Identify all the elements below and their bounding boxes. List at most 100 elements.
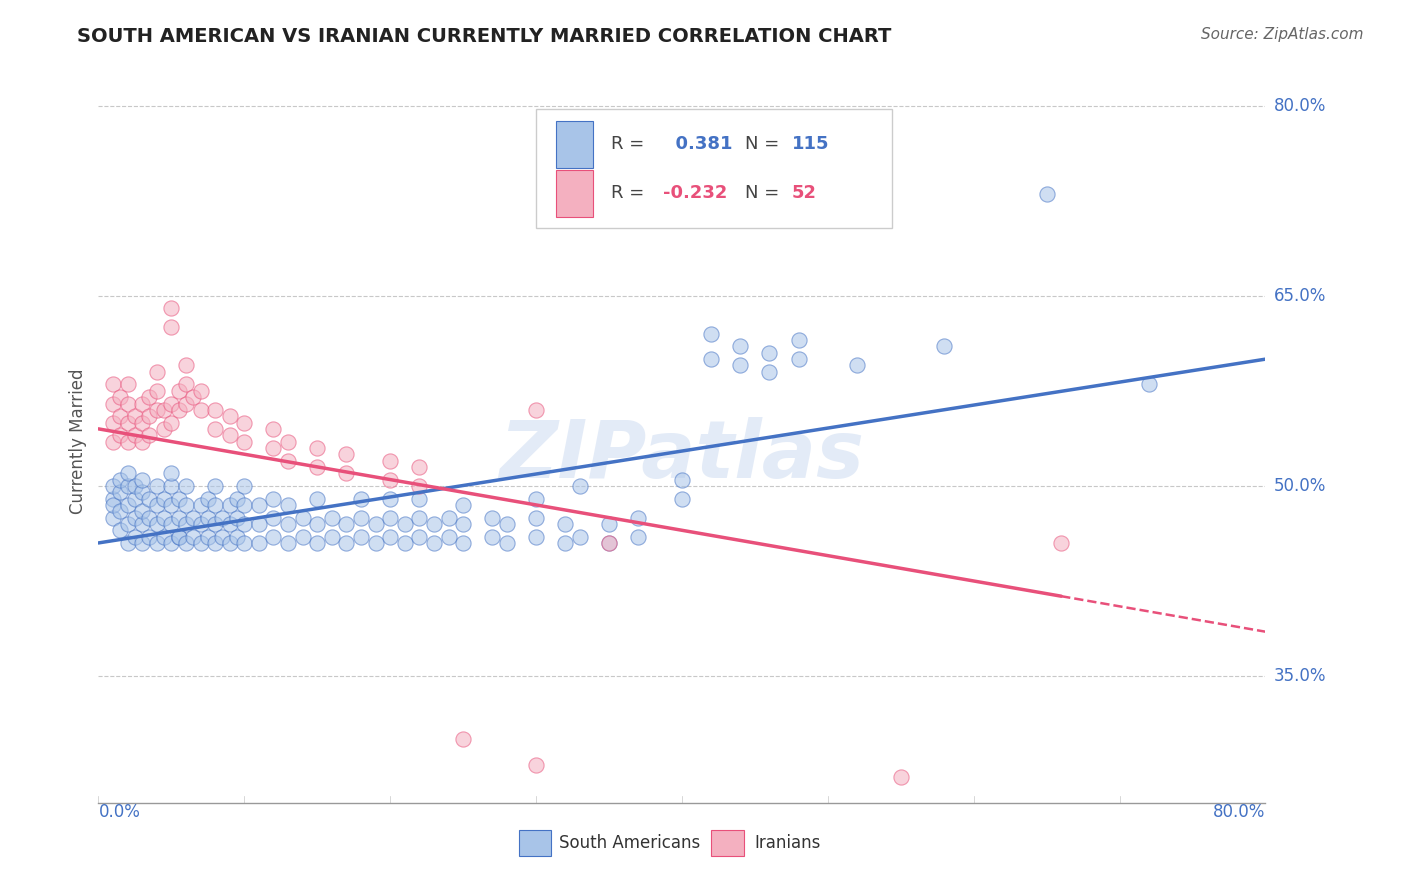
Point bbox=[554, 536, 576, 550]
Point bbox=[233, 416, 256, 430]
Point bbox=[321, 530, 343, 544]
Point bbox=[204, 422, 226, 436]
Point bbox=[110, 390, 132, 404]
Point bbox=[131, 416, 153, 430]
Point bbox=[321, 510, 343, 524]
Point bbox=[181, 530, 204, 544]
Text: 35.0%: 35.0% bbox=[1274, 667, 1326, 685]
Point bbox=[350, 510, 373, 524]
Point bbox=[262, 491, 284, 506]
Point bbox=[153, 530, 176, 544]
Point bbox=[110, 428, 132, 442]
Text: 0.381: 0.381 bbox=[664, 136, 733, 153]
Point bbox=[524, 491, 547, 506]
Point bbox=[730, 339, 752, 353]
Point bbox=[167, 530, 190, 544]
Point bbox=[110, 485, 132, 500]
Point bbox=[204, 498, 226, 512]
Point bbox=[277, 434, 299, 449]
Point bbox=[307, 491, 329, 506]
Point bbox=[110, 409, 132, 424]
Point bbox=[524, 757, 547, 772]
Point bbox=[124, 428, 146, 442]
Point bbox=[700, 352, 723, 367]
Point bbox=[101, 479, 124, 493]
Point bbox=[160, 479, 183, 493]
Point bbox=[291, 510, 314, 524]
Point bbox=[671, 491, 693, 506]
Point bbox=[598, 536, 620, 550]
Point bbox=[627, 530, 650, 544]
Point bbox=[131, 434, 153, 449]
Point bbox=[117, 498, 139, 512]
Text: R =: R = bbox=[610, 136, 644, 153]
Point bbox=[181, 510, 204, 524]
Point bbox=[138, 491, 160, 506]
Point bbox=[262, 422, 284, 436]
Point bbox=[1050, 536, 1073, 550]
Point bbox=[598, 516, 620, 531]
Point bbox=[117, 479, 139, 493]
Point bbox=[146, 365, 169, 379]
Text: Source: ZipAtlas.com: Source: ZipAtlas.com bbox=[1201, 27, 1364, 42]
Point bbox=[226, 510, 249, 524]
Point bbox=[233, 479, 256, 493]
Point bbox=[160, 536, 183, 550]
Text: 52: 52 bbox=[792, 185, 817, 202]
Point bbox=[204, 402, 226, 417]
Point bbox=[671, 473, 693, 487]
Point bbox=[110, 473, 132, 487]
Text: R =: R = bbox=[610, 185, 644, 202]
Point bbox=[153, 510, 176, 524]
Point bbox=[101, 396, 124, 410]
Point bbox=[190, 402, 212, 417]
Text: 0.0%: 0.0% bbox=[98, 803, 141, 821]
Point bbox=[181, 390, 204, 404]
Point bbox=[394, 536, 416, 550]
FancyBboxPatch shape bbox=[711, 830, 744, 855]
Point bbox=[101, 510, 124, 524]
Point bbox=[598, 536, 620, 550]
Point bbox=[167, 402, 190, 417]
Point bbox=[335, 447, 357, 461]
Point bbox=[247, 536, 270, 550]
Point bbox=[131, 485, 153, 500]
Text: ZIPatlas: ZIPatlas bbox=[499, 417, 865, 495]
Point bbox=[190, 498, 212, 512]
Point bbox=[218, 536, 240, 550]
Point bbox=[146, 516, 169, 531]
Point bbox=[160, 498, 183, 512]
Point bbox=[138, 390, 160, 404]
FancyBboxPatch shape bbox=[536, 109, 891, 228]
Point bbox=[758, 346, 780, 360]
Point bbox=[226, 491, 249, 506]
Point bbox=[364, 516, 387, 531]
Point bbox=[146, 536, 169, 550]
Point bbox=[437, 530, 460, 544]
Point bbox=[758, 365, 780, 379]
Point bbox=[101, 416, 124, 430]
Point bbox=[160, 516, 183, 531]
Point bbox=[481, 510, 503, 524]
Point bbox=[277, 498, 299, 512]
Point bbox=[197, 491, 219, 506]
Text: 80.0%: 80.0% bbox=[1213, 803, 1265, 821]
Point bbox=[423, 536, 446, 550]
Point bbox=[174, 359, 197, 373]
Point bbox=[174, 536, 197, 550]
Point bbox=[262, 441, 284, 455]
Point bbox=[524, 510, 547, 524]
Text: 80.0%: 80.0% bbox=[1274, 96, 1326, 115]
Point bbox=[131, 536, 153, 550]
Point bbox=[160, 416, 183, 430]
Text: N =: N = bbox=[745, 185, 779, 202]
Point bbox=[233, 516, 256, 531]
Point bbox=[117, 396, 139, 410]
Point bbox=[408, 530, 430, 544]
Text: Iranians: Iranians bbox=[754, 833, 821, 852]
Point bbox=[218, 409, 240, 424]
Point bbox=[174, 479, 197, 493]
Point bbox=[101, 377, 124, 392]
Point bbox=[190, 516, 212, 531]
Point bbox=[247, 516, 270, 531]
